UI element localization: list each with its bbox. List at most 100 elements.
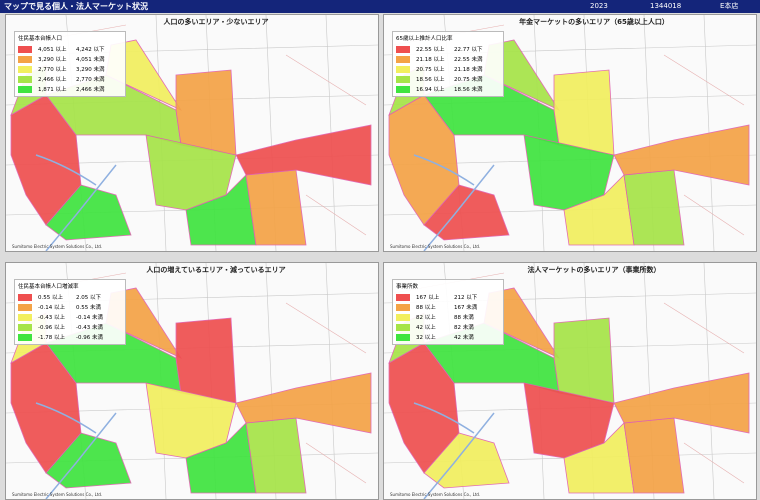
legend-text: 2,770 以上 <box>38 67 67 73</box>
legend-text: 18.56 以上 <box>416 77 445 83</box>
header: マップで見る個人・法人マーケット状況 2023 1344018 E本店 <box>0 0 760 13</box>
region <box>623 169 685 246</box>
legend-text: 3,290 未満 <box>76 67 105 73</box>
legend-swatch <box>396 333 410 341</box>
legend-swatch <box>396 323 410 331</box>
credit: Sumitomo Electric System Solutions Co., … <box>390 244 481 249</box>
legend-text: 16.94 以上 <box>416 87 445 93</box>
legend-text: 22.55 以上 <box>416 47 445 53</box>
legend-row: 3,290 以上 4,051 未満 <box>18 54 122 64</box>
legend-text: 20.75 以上 <box>416 67 445 73</box>
legend-text: -0.43 以上 <box>38 315 65 321</box>
panel-title: 年金マーケットの多いエリア（65歳以上人口） <box>519 18 669 26</box>
legend-swatch <box>18 85 32 93</box>
legend-row: 2,770 以上 3,290 未満 <box>18 64 122 74</box>
region <box>175 317 237 404</box>
legend-text: 4,242 以下 <box>76 47 105 53</box>
legend-row: 32 以上 42 未満 <box>396 332 500 342</box>
legend-swatch <box>396 65 410 73</box>
legend-swatch <box>396 75 410 83</box>
header-item: 2023 <box>590 2 608 10</box>
legend-text: 82 未満 <box>454 325 474 331</box>
legend-text: 1,871 以上 <box>38 87 67 93</box>
legend-text: 0.55 未満 <box>76 305 101 311</box>
legend-text: 3,290 以上 <box>38 57 67 63</box>
map-panel: 人口の多いエリア・少ないエリア 住民基本台帳人口 4,051 以上 4,242 以下 3… <box>5 14 379 252</box>
legend-text: -0.96 未満 <box>76 335 103 341</box>
legend-row: -1.78 以上 -0.96 未満 <box>18 332 122 342</box>
legend-swatch <box>396 55 410 63</box>
legend-text: 167 未満 <box>454 305 478 311</box>
legend-text: 2,466 未満 <box>76 87 105 93</box>
legend-text: 20.75 未満 <box>454 77 483 83</box>
legend-text: 88 未満 <box>454 315 474 321</box>
legend-text: 82 以上 <box>416 315 436 321</box>
legend-text: 167 以上 <box>416 295 440 301</box>
legend: 住民基本台帳人口増減率 0.55 以上 2.05 以下 -0.14 以上 0.55 未満… <box>14 279 126 345</box>
legend-text: 18.56 未満 <box>454 87 483 93</box>
legend-swatch <box>18 293 32 301</box>
legend-swatch <box>396 85 410 93</box>
legend-row: -0.43 以上 -0.14 未満 <box>18 312 122 322</box>
legend-text: 42 以上 <box>416 325 436 331</box>
panel-title: 法人マーケットの多いエリア（事業所数） <box>527 266 661 274</box>
region <box>245 417 307 494</box>
legend-row: 21.18 以上 22.55 未満 <box>396 54 500 64</box>
legend-row: -0.96 以上 -0.43 未満 <box>18 322 122 332</box>
region <box>553 317 615 404</box>
region <box>175 69 237 156</box>
map-panel: 人口の増えているエリア・減っているエリア 住民基本台帳人口増減率 0.55 以上 2.… <box>5 262 379 500</box>
legend-swatch <box>396 45 410 53</box>
legend-swatch <box>18 333 32 341</box>
legend-row: 22.55 以上 22.77 以下 <box>396 44 500 54</box>
legend: 住民基本台帳人口 4,051 以上 4,242 以下 3,290 以上 4,051 未満… <box>14 31 126 97</box>
header-item: 1344018 <box>650 2 682 10</box>
legend-row: 1,871 以上 2,466 未満 <box>18 84 122 94</box>
region <box>623 417 685 494</box>
river <box>35 402 117 499</box>
legend-swatch <box>396 293 410 301</box>
legend-text: -1.78 以上 <box>38 335 65 341</box>
river <box>35 154 117 251</box>
legend-swatch <box>396 303 410 311</box>
legend-row: 42 以上 82 未満 <box>396 322 500 332</box>
legend-text: 4,051 未満 <box>76 57 105 63</box>
legend-swatch <box>18 323 32 331</box>
legend-text: 4,051 以上 <box>38 47 67 53</box>
legend-text: -0.14 以上 <box>38 305 65 311</box>
legend-title: 住民基本台帳人口増減率 <box>18 284 79 290</box>
credit: Sumitomo Electric System Solutions Co., … <box>12 492 103 497</box>
legend-text: 32 以上 <box>416 335 436 341</box>
region <box>553 69 615 156</box>
legend-text: -0.43 未満 <box>76 325 103 331</box>
legend-row: 88 以上 167 未満 <box>396 302 500 312</box>
legend-text: 212 以下 <box>454 295 478 301</box>
legend-swatch <box>18 55 32 63</box>
legend-row: 20.75 以上 21.18 未満 <box>396 64 500 74</box>
legend-text: 22.77 以下 <box>454 47 483 53</box>
legend-text: 2,466 以上 <box>38 77 67 83</box>
legend-title: 65歳以上推計人口比率 <box>396 36 453 42</box>
river <box>413 402 495 499</box>
legend-text: 88 以上 <box>416 305 436 311</box>
legend-row: 0.55 以上 2.05 以下 <box>18 292 122 302</box>
region <box>245 169 307 246</box>
legend-row: -0.14 以上 0.55 未満 <box>18 302 122 312</box>
map-panel: 法人マーケットの多いエリア（事業所数） 事業所数 167 以上 212 以下 88 以上… <box>383 262 757 500</box>
river <box>413 154 495 251</box>
legend-row: 167 以上 212 以下 <box>396 292 500 302</box>
legend-swatch <box>18 75 32 83</box>
panel-title: 人口の多いエリア・少ないエリア <box>163 18 269 26</box>
legend-text: 42 未満 <box>454 335 474 341</box>
legend-text: 22.55 未満 <box>454 57 483 63</box>
legend-row: 18.56 以上 20.75 未満 <box>396 74 500 84</box>
map-panel: 年金マーケットの多いエリア（65歳以上人口） 65歳以上推計人口比率 22.55 以… <box>383 14 757 252</box>
legend-text: 21.18 未満 <box>454 67 483 73</box>
legend-text: 21.18 以上 <box>416 57 445 63</box>
header-item: E本店 <box>720 2 739 10</box>
legend-swatch <box>18 65 32 73</box>
legend-text: 0.55 以上 <box>38 295 63 301</box>
legend-swatch <box>396 313 410 321</box>
legend: 事業所数 167 以上 212 以下 88 以上 167 未満 82 以上 88 未満 42 … <box>392 279 504 345</box>
